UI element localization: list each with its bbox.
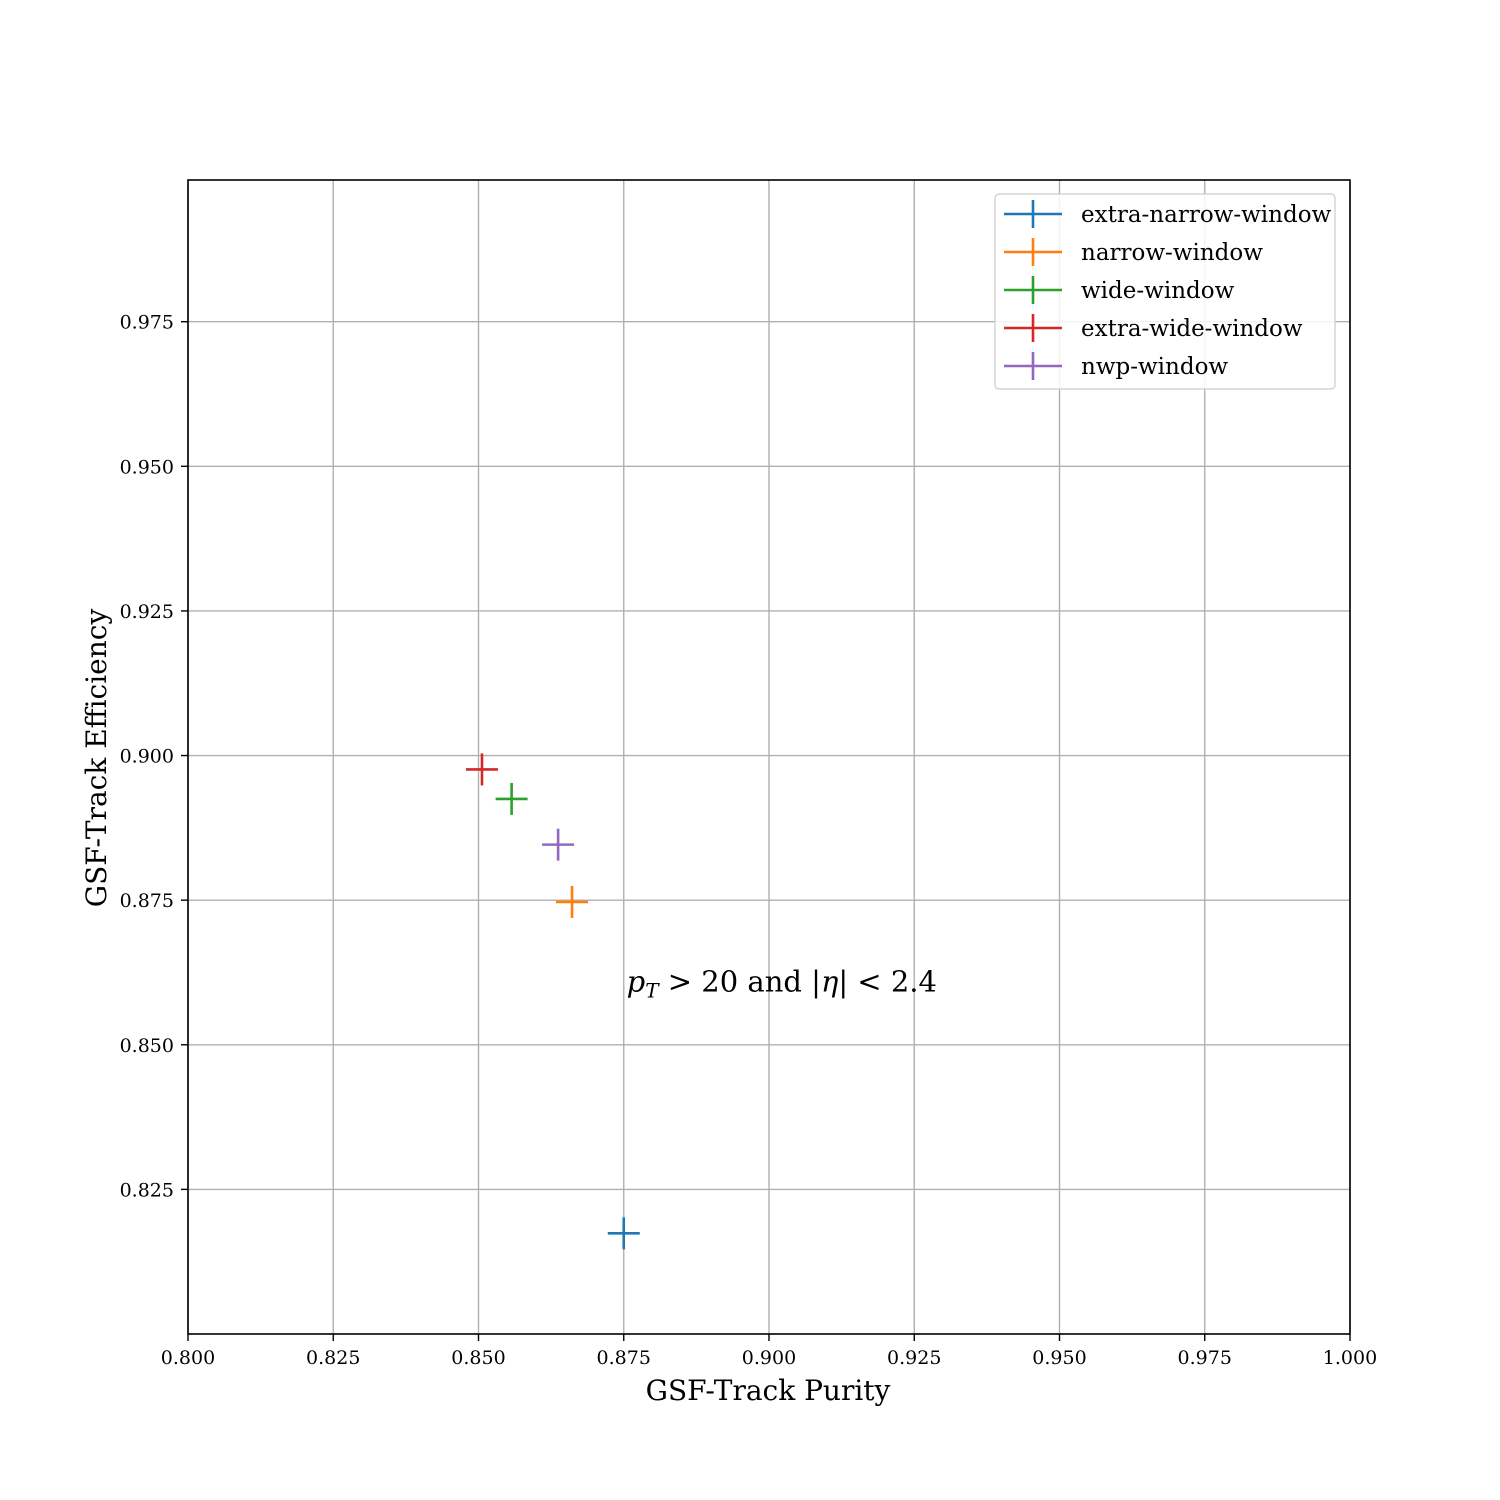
x-tick-label: 1.000: [1323, 1347, 1377, 1369]
x-axis-label: GSF-Track Purity: [646, 1374, 891, 1407]
annot-rest: | < 2.4: [838, 965, 937, 999]
x-tick-label: 0.850: [451, 1347, 505, 1369]
annot-gt: > 20 and |: [659, 965, 821, 999]
legend: extra-narrow-window narrow-window wide-win…: [994, 193, 1336, 390]
data-points: [465, 753, 640, 1250]
data-point-wide-window: [495, 782, 528, 815]
legend-label: nwp-window: [1081, 354, 1228, 380]
data-point-extra-narrow-window: [607, 1217, 640, 1250]
y-tick-label: 0.850: [120, 1035, 174, 1057]
legend-item-narrow-window: narrow-window: [1004, 238, 1263, 266]
x-tick-label: 0.800: [161, 1347, 215, 1369]
cut-annotation: pT > 20 and |η| < 2.4: [627, 965, 937, 1003]
legend-item-extra-narrow-window: extra-narrow-window: [1004, 200, 1332, 228]
legend-label: extra-narrow-window: [1081, 202, 1332, 228]
y-tick-label: 0.900: [120, 746, 174, 768]
plot-frame: [187, 179, 1351, 1335]
y-tick-label: 0.975: [120, 312, 174, 334]
axis-ticks: 0.800 0.825 0.850 0.875 0.900 0.925 0.950 0.975…: [120, 312, 1378, 1369]
legend-item-nwp-window: nwp-window: [1004, 352, 1228, 380]
x-tick-label: 0.950: [1032, 1347, 1086, 1369]
x-tick-label: 0.900: [742, 1347, 796, 1369]
legend-label: wide-window: [1081, 278, 1235, 304]
legend-item-extra-wide-window: extra-wide-window: [1004, 314, 1303, 342]
x-tick-label: 0.975: [1178, 1347, 1232, 1369]
y-tick-label: 0.825: [120, 1179, 174, 1201]
data-point-narrow-window: [556, 885, 589, 918]
x-tick-label: 0.875: [597, 1347, 651, 1369]
y-axis-label: GSF-Track Efficiency: [80, 609, 113, 908]
y-tick-label: 0.925: [120, 601, 174, 623]
legend-label: narrow-window: [1081, 240, 1263, 266]
x-tick-label: 0.925: [887, 1347, 941, 1369]
legend-box: [994, 193, 1336, 390]
x-tick-label: 0.825: [306, 1347, 360, 1369]
y-tick-label: 0.875: [120, 890, 174, 912]
legend-label: extra-wide-window: [1081, 316, 1303, 342]
data-point-extra-wide-window: [465, 753, 498, 786]
legend-item-wide-window: wide-window: [1004, 276, 1235, 304]
data-point-nwp-window: [542, 828, 575, 861]
annot-sub: T: [645, 979, 660, 1003]
annot-eta: η: [821, 965, 839, 999]
annot-p: p: [627, 965, 646, 999]
y-tick-label: 0.950: [120, 456, 174, 478]
